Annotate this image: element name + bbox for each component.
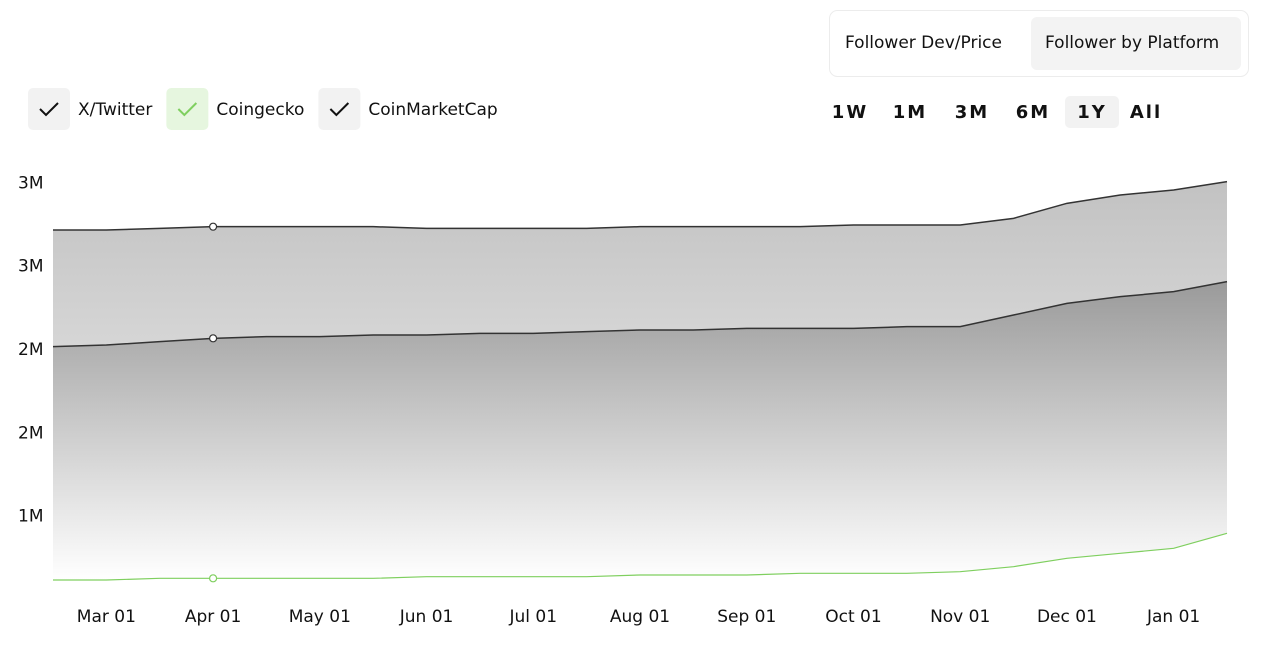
series-line [53,532,1228,581]
series-line [53,180,1228,231]
x-tick-label: Apr 01 [185,607,241,627]
legend-label: CoinMarketCap [368,100,497,120]
x-tick-label: Dec 01 [1037,607,1097,627]
legend-toggle[interactable] [28,88,70,130]
area-fill [53,281,1227,580]
y-tick-label: 3M [18,173,43,193]
x-tick-label: Jun 01 [399,607,454,627]
range-selected-bg [1065,96,1119,128]
x-tick-label: Aug 01 [610,607,670,627]
x-tick-label: Nov 01 [930,607,990,627]
hover-point [208,334,218,343]
x-tick-label: Sep 01 [717,607,776,627]
y-tick-label: 2M [18,340,43,360]
check-icon [177,102,198,117]
range-button[interactable]: 6M [1016,102,1050,123]
hover-point [208,222,218,231]
x-tick-label: Jul 01 [508,607,557,627]
legend-label: X/Twitter [78,100,152,120]
legend-label: Coingecko [216,100,304,120]
x-tick-label: Mar 01 [77,607,136,627]
hover-point [208,574,218,583]
legend-toggle[interactable] [166,88,209,130]
area-fill [53,533,1227,600]
x-tick-label: Jan 01 [1146,607,1200,627]
x-tick-label: May 01 [289,607,351,627]
range-button[interactable]: 3M [955,102,989,123]
y-tick-label: 2M [18,423,43,443]
range-button[interactable]: 1M [893,102,927,123]
check-icon [39,102,59,117]
check-icon [329,102,350,117]
tab[interactable]: Follower Dev/Price [845,33,1002,53]
legend-toggle[interactable] [318,88,361,130]
y-tick-label: 1M [18,507,43,527]
y-tick-label: 3M [18,257,43,277]
range-button[interactable]: 1Y [1077,102,1107,123]
range-button[interactable]: All [1130,102,1162,123]
range-button[interactable]: 1W [832,102,868,123]
tab-selected-bg [1031,17,1241,70]
area-fill [53,181,1227,347]
series-line [52,280,1228,348]
x-tick-label: Oct 01 [825,607,881,627]
tab[interactable]: Follower by Platform [1045,33,1219,53]
